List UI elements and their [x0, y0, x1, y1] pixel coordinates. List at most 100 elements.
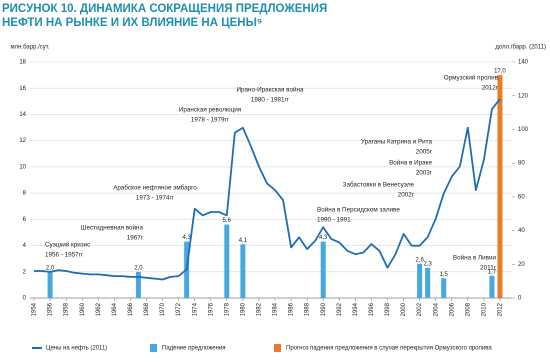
x-tick-label: 1982	[257, 302, 263, 316]
legend-label: Прогноз падения предложения в случае пер…	[286, 346, 492, 352]
y-axis-label: млн.барр./сут.	[11, 45, 50, 51]
annotation-title: Иранская революция	[179, 107, 241, 114]
y2-tick-label: 80	[518, 161, 525, 167]
y2-tick-label: 140	[518, 60, 529, 66]
x-tick-label: 1990	[321, 302, 327, 316]
x-tick-label: 2008	[465, 302, 471, 316]
y2-tick-label: 120	[518, 93, 529, 99]
bar	[489, 275, 495, 298]
x-tick-label: 1992	[337, 302, 343, 316]
x-tick-label: 1984	[273, 302, 279, 316]
annotation-title: Ирано-Иракская война	[237, 86, 304, 94]
chart-title: РИСУНОК 10. ДИНАМИКА СОКРАЩЕНИЯ ПРЕДЛОЖЕ…	[2, 3, 327, 15]
x-tick-label: 1988	[305, 302, 311, 316]
y2-tick-label: 60	[518, 194, 525, 200]
y-tick-label: 18	[19, 60, 26, 66]
annotation-title: Забастовки в Венесуэле	[343, 181, 415, 189]
x-tick-label: 2010	[481, 302, 487, 316]
y-tick-label: 4	[23, 243, 27, 249]
bar	[425, 267, 431, 298]
x-tick-label: 1960	[80, 302, 86, 316]
x-tick-label: 1970	[160, 302, 166, 316]
x-tick-label: 1998	[385, 302, 391, 316]
x-tick-label: 1974	[192, 302, 198, 316]
annotation-title: Суэцкий кризис	[45, 241, 90, 249]
annotation-period: 1956 - 1957гг	[45, 252, 84, 259]
value-label: 2,6	[415, 257, 424, 263]
annotation-title: Шестидневная война	[81, 224, 144, 232]
x-tick-label: 2002	[417, 302, 423, 316]
value-label: 2,0	[46, 265, 55, 271]
bar	[224, 224, 230, 298]
x-tick-label: 1986	[289, 302, 295, 316]
value-label: 2,3	[423, 261, 432, 267]
value-label: 1,5	[440, 272, 449, 278]
x-tick-label: 1980	[240, 302, 246, 316]
x-tick-label: 1972	[176, 302, 182, 316]
annotation-title: Ормузский пролив	[444, 74, 499, 82]
y-tick-label: 2	[23, 269, 27, 275]
annotation-period: 2003г	[416, 170, 433, 177]
x-tick-label: 1964	[112, 302, 118, 316]
price-line	[34, 98, 501, 281]
bar	[417, 263, 423, 298]
x-tick-label: 2012	[498, 302, 504, 316]
y-tick-label: 16	[19, 86, 26, 92]
annotation-title: Война в Ливии	[453, 254, 497, 262]
bar	[135, 271, 141, 298]
x-tick-label: 2006	[449, 302, 455, 316]
chart-title: НЕФТИ НА РЫНКЕ И ИХ ВЛИЯНИЕ НА ЦЕНЫ⁹	[2, 17, 262, 29]
bar	[47, 271, 53, 298]
y-tick-label: 8	[23, 191, 27, 197]
annotation-period: 1973 - 1974гг	[136, 195, 175, 202]
value-label: 2,0	[134, 265, 143, 271]
y2-tick-label: 0	[518, 296, 522, 302]
y-tick-label: 12	[19, 138, 26, 144]
y-tick-label: 10	[19, 164, 26, 170]
bar	[240, 244, 246, 298]
x-tick-label: 1976	[208, 302, 214, 316]
annotation-title: Война в Персидском заливе	[317, 206, 400, 214]
value-label: 4,3	[319, 235, 328, 241]
x-tick-label: 2004	[433, 302, 439, 316]
x-tick-label: 1996	[369, 302, 375, 316]
y2-axis-label: долл./барр. (2011)	[495, 45, 546, 51]
value-label: 17,0	[494, 69, 506, 75]
x-tick-label: 1966	[128, 302, 134, 316]
annotation-period: 1980 - 1981гг	[251, 97, 290, 104]
annotation-period: 1978 - 1979гг	[191, 117, 230, 124]
annotation-period: 2011г	[480, 265, 497, 272]
y-tick-label: 6	[23, 217, 27, 223]
value-label: 5,6	[223, 218, 232, 224]
y2-tick-label: 40	[518, 228, 525, 234]
y2-tick-label: 20	[518, 262, 525, 268]
x-tick-label: 1956	[48, 302, 54, 316]
annotation-period: 1967г	[127, 235, 144, 242]
legend-label: Цены на нефть (2011)	[46, 346, 107, 352]
annotation-period: 1990 - 1991	[317, 217, 351, 224]
bar	[441, 278, 447, 298]
x-tick-label: 1962	[96, 302, 102, 316]
annotation-title: Ураганы Катрина и Рита	[361, 139, 433, 146]
legend-swatch	[274, 344, 281, 352]
x-tick-label: 1994	[353, 302, 359, 316]
x-tick-label: 2000	[401, 302, 407, 316]
annotation-period: 2002г	[398, 192, 415, 199]
legend-label: Падение предложения	[162, 346, 226, 352]
value-label: 4,3	[182, 235, 191, 241]
value-label: 4,1	[239, 238, 248, 244]
y2-tick-label: 100	[518, 127, 529, 133]
x-tick-label: 1968	[144, 302, 150, 316]
value-label: 1,7	[488, 269, 497, 275]
annotation-title: Война в Ираке	[389, 159, 432, 167]
x-tick-label: 1954	[32, 302, 38, 316]
bar	[497, 75, 503, 298]
x-tick-label: 1978	[224, 302, 230, 316]
y-tick-label: 0	[23, 296, 27, 302]
y-tick-label: 14	[19, 112, 26, 118]
annotation-title: Арабское нефтяное эмбарго	[113, 184, 197, 192]
legend-swatch	[150, 344, 157, 352]
annotation-period: 2012г	[482, 85, 499, 92]
